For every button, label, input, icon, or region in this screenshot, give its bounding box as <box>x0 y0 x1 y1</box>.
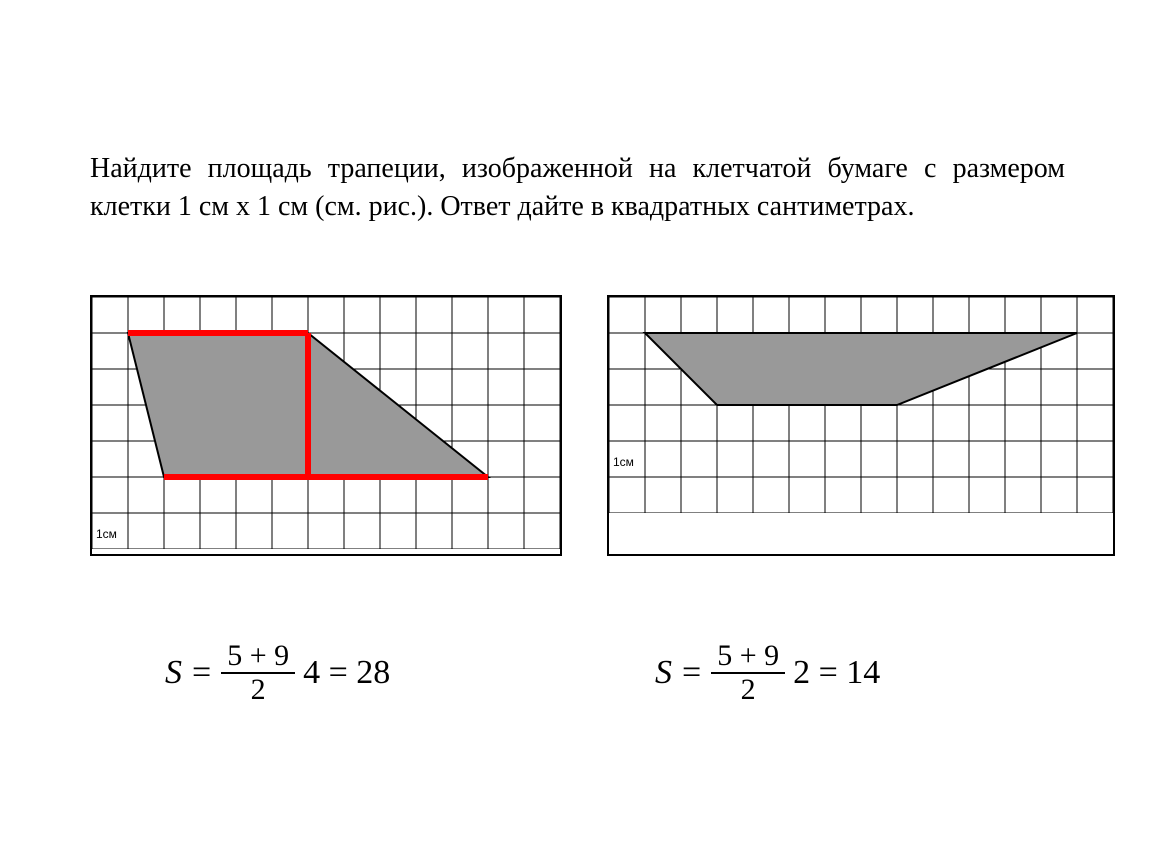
formula-symbol: S <box>655 654 672 692</box>
figure-right: 1см <box>607 295 1115 556</box>
svg-text:1см: 1см <box>96 527 117 541</box>
numerator: 5 + 9 <box>711 640 785 672</box>
figure-left: 1см <box>90 295 562 556</box>
equals-sign: = <box>188 654 215 692</box>
formula-tail: 4 = 28 <box>301 654 390 692</box>
formula-tail: 2 = 14 <box>791 654 880 692</box>
fraction: 5 + 9 2 <box>711 640 785 705</box>
page: Найдите площадь трапеции, изображенной н… <box>0 0 1150 864</box>
denominator: 2 <box>735 674 762 706</box>
grid-figure-left: 1см <box>92 297 560 549</box>
problem-statement: Найдите площадь трапеции, изображенной н… <box>90 150 1065 226</box>
fraction: 5 + 9 2 <box>221 640 295 705</box>
numerator: 5 + 9 <box>221 640 295 672</box>
grid-figure-right: 1см <box>609 297 1113 513</box>
formula-right: S = 5 + 9 2 2 = 14 <box>655 640 880 705</box>
figures-row: 1см 1см <box>90 295 1090 556</box>
equals-sign: = <box>678 654 705 692</box>
formula-symbol: S <box>165 654 182 692</box>
denominator: 2 <box>245 674 272 706</box>
formula-left: S = 5 + 9 2 4 = 28 <box>165 640 390 705</box>
svg-text:1см: 1см <box>613 455 634 469</box>
